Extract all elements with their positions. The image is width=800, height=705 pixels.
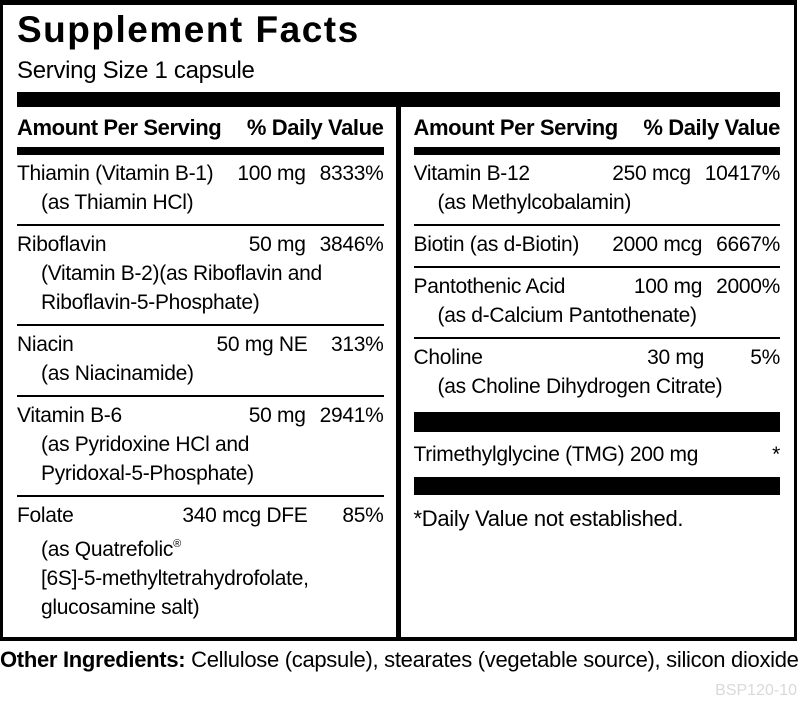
nutrient-source: Riboflavin-5-Phosphate) (41, 290, 260, 314)
nutrient-amount: 100 mg (633, 274, 703, 298)
nutrient-name: Niacin (17, 332, 74, 356)
nutrient-amount: 2000 mcg (612, 232, 703, 256)
daily-value-header: % Daily Value (643, 114, 780, 140)
panel-header: Supplement Facts Serving Size 1 capsule (3, 5, 794, 85)
nutrient-row-vitamin-b6: Vitamin B-6 50 mg 2941% (as Pyridoxine H… (17, 394, 384, 495)
nutrient-daily-value: 2941% (319, 403, 384, 427)
daily-value-footnote: *Daily Value not established. (413, 505, 684, 531)
nutrient-daily-value: 6667% (716, 232, 780, 256)
nutrient-source: Pyridoxal-5-Phosphate) (41, 461, 254, 485)
nutrient-name: Pantothenic Acid (413, 274, 566, 298)
nutrient-row-thiamin: Thiamin (Vitamin B-1) 100 mg 8333% (as T… (17, 155, 384, 224)
nutrient-source: (as Niacinamide) (41, 361, 194, 385)
nutrient-source: glucosamine salt) (41, 595, 200, 619)
nutrient-name: Choline (413, 345, 483, 369)
nutrient-row-biotin: Biotin (as d-Biotin) 2000 mcg 6667% (413, 223, 780, 266)
column-right: Amount Per Serving % Daily Value Vitamin… (401, 107, 795, 637)
nutrient-daily-value: 8333% (319, 161, 384, 185)
daily-value-header: % Daily Value (246, 114, 384, 140)
nutrient-name: Vitamin B-6 (17, 403, 122, 427)
supplement-facts-panel: Supplement Facts Serving Size 1 capsule … (0, 0, 797, 641)
nutrient-source: (as d-Calcium Pantothenate) (437, 303, 698, 327)
column-right-header: Amount Per Serving % Daily Value (414, 107, 781, 147)
nutrient-row-riboflavin: Riboflavin 50 mg 3846% (Vitamin B-2)(as … (17, 223, 384, 324)
nutrient-row-pantothenic-acid: Pantothenic Acid 100 mg 2000% (as d-Calc… (413, 265, 780, 337)
nutrient-source: (as Choline Dihydrogen Citrate) (437, 374, 723, 398)
nutrient-amount: 50 mg (248, 403, 306, 427)
nutrient-amount: 100 mg (237, 161, 306, 185)
nutrient-daily-value: * (772, 442, 780, 466)
nutrient-name: Trimethylglycine (TMG) 200 mg (413, 442, 699, 466)
other-ingredients-text: Cellulose (capsule), stearates (vegetabl… (185, 647, 800, 672)
amount-per-serving-header: Amount Per Serving (413, 114, 619, 140)
section-separator-bar (413, 411, 780, 432)
amount-per-serving-header: Amount Per Serving (17, 114, 222, 140)
nutrient-daily-value: 85% (342, 503, 384, 527)
nutrient-name: Thiamin (Vitamin B-1) (17, 161, 214, 185)
column-header-underline-bar (413, 146, 780, 155)
nutrient-row-vitamin-b12: Vitamin B-12 250 mcg 10417% (as Methylco… (414, 155, 781, 224)
nutrient-amount: 50 mg NE (216, 332, 308, 356)
column-left-header: Amount Per Serving % Daily Value (17, 107, 384, 147)
other-ingredients-label: Other Ingredients: (0, 647, 186, 672)
nutrient-name: Riboflavin (17, 232, 107, 256)
nutrient-columns: Amount Per Serving % Daily Value Thiamin… (3, 106, 795, 637)
nutrient-daily-value: 10417% (704, 161, 781, 185)
nutrient-source: (as Thiamin HCl) (41, 190, 194, 214)
nutrient-amount: 340 mcg DFE (182, 503, 308, 527)
column-header-underline-bar (17, 146, 384, 155)
nutrient-source: [6S]-5-methyltetrahydrofolate, (41, 566, 309, 590)
nutrient-source: (as Methylcobalamin) (437, 190, 632, 214)
nutrient-name: Folate (17, 503, 74, 527)
header-separator-bar (17, 91, 780, 107)
below-panel: Other Ingredients: Cellulose (capsule), … (0, 641, 800, 699)
nutrient-amount: 50 mg (248, 232, 306, 256)
column-divider (395, 106, 401, 637)
nutrient-source: (Vitamin B-2)(as Riboflavin and (41, 261, 322, 285)
nutrient-daily-value: 5% (750, 345, 780, 369)
section-separator-bar (413, 476, 780, 495)
nutrient-daily-value: 3846% (319, 232, 384, 256)
nutrient-amount: 30 mg (647, 345, 704, 369)
nutrient-name: Vitamin B-12 (413, 161, 531, 185)
product-code: BSP120-10 (715, 682, 797, 699)
other-ingredients: Other Ingredients: Cellulose (capsule), … (0, 641, 800, 675)
serving-size: Serving Size 1 capsule (17, 56, 255, 84)
nutrient-row-folate: Folate 340 mcg DFE 85% (as Quatrefolic® … (17, 494, 384, 629)
column-left: Amount Per Serving % Daily Value Thiamin… (3, 107, 396, 637)
nutrient-row-choline: Choline 30 mg 5% (as Choline Dihydrogen … (413, 336, 780, 408)
nutrient-source: (as Pyridoxine HCl and (41, 432, 250, 456)
nutrient-name: Biotin (as d-Biotin) (413, 232, 580, 256)
nutrient-daily-value: 2000% (716, 274, 780, 298)
nutrient-row-trimethylglycine: Trimethylglycine (TMG) 200 mg * (414, 438, 781, 473)
nutrient-daily-value: 313% (330, 332, 384, 356)
panel-title: Supplement Facts (17, 9, 360, 50)
nutrient-source: (as Quatrefolic® (41, 537, 182, 561)
nutrient-amount: 250 mcg (612, 161, 691, 185)
nutrient-row-niacin: Niacin 50 mg NE 313% (as Niacinamide) (17, 323, 384, 395)
